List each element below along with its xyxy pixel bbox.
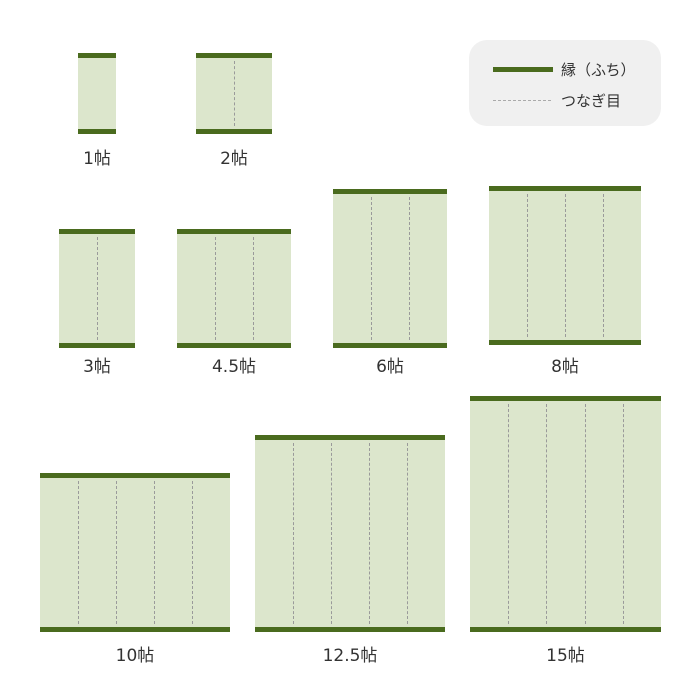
tatami-seam bbox=[409, 197, 410, 340]
tatami-edge-top bbox=[255, 435, 445, 440]
tatami-mat bbox=[255, 435, 445, 632]
tatami-seam bbox=[97, 237, 98, 340]
tatami-seam bbox=[603, 194, 604, 337]
tatami-mat bbox=[196, 53, 272, 134]
tatami-seam bbox=[78, 481, 79, 624]
mat-size-label: 6帖 bbox=[376, 357, 404, 377]
tatami-seam bbox=[253, 237, 254, 340]
tatami-seam bbox=[154, 481, 155, 624]
mat-size-label: 8帖 bbox=[551, 357, 579, 377]
tatami-edge-top bbox=[489, 186, 641, 191]
tatami-edge-top bbox=[177, 229, 291, 234]
tatami-edge-top bbox=[333, 189, 447, 194]
tatami-edge-bottom bbox=[333, 343, 447, 348]
tatami-seam bbox=[369, 443, 370, 624]
tatami-seam bbox=[116, 481, 117, 624]
tatami-seam bbox=[331, 443, 332, 624]
tatami-seam bbox=[508, 404, 510, 624]
tatami-edge-bottom bbox=[78, 129, 116, 134]
tatami-seam bbox=[565, 194, 566, 337]
tatami-seam bbox=[192, 481, 193, 624]
tatami-mat bbox=[40, 473, 230, 632]
mat-size-label: 10帖 bbox=[115, 646, 155, 666]
tatami-mat bbox=[489, 186, 641, 345]
tatami-edge-bottom bbox=[196, 129, 272, 134]
tatami-mat bbox=[59, 229, 135, 348]
tatami-seam bbox=[622, 404, 624, 624]
mat-size-label: 1帖 bbox=[83, 149, 111, 169]
tatami-seam bbox=[215, 237, 216, 340]
tatami-seam bbox=[293, 443, 294, 624]
legend-seam-label: つなぎ目 bbox=[561, 92, 622, 110]
tatami-seam bbox=[371, 197, 372, 340]
tatami-seam bbox=[527, 194, 528, 337]
tatami-seam bbox=[546, 404, 548, 624]
tatami-edge-bottom bbox=[470, 627, 661, 632]
tatami-edge-bottom bbox=[40, 627, 230, 632]
tatami-edge-top bbox=[470, 396, 661, 401]
tatami-edge-bottom bbox=[177, 343, 291, 348]
legend-edge-swatch bbox=[493, 67, 553, 72]
tatami-edge-top bbox=[40, 473, 230, 478]
mat-size-label: 2帖 bbox=[220, 149, 248, 169]
tatami-seam bbox=[584, 404, 586, 624]
tatami-seam bbox=[234, 61, 235, 126]
tatami-edge-top bbox=[78, 53, 116, 58]
legend-edge-label: 縁（ふち） bbox=[561, 61, 636, 79]
legend-seam-swatch bbox=[493, 100, 551, 101]
tatami-edge-top bbox=[196, 53, 272, 58]
tatami-edge-bottom bbox=[59, 343, 135, 348]
tatami-mat bbox=[177, 229, 291, 348]
tatami-seam bbox=[407, 443, 408, 624]
tatami-edge-bottom bbox=[489, 340, 641, 345]
tatami-mat bbox=[78, 53, 116, 134]
tatami-mat bbox=[470, 396, 661, 632]
tatami-mat bbox=[333, 189, 447, 348]
tatami-edge-bottom bbox=[255, 627, 445, 632]
mat-size-label: 12.5帖 bbox=[322, 646, 378, 666]
tatami-edge-top bbox=[59, 229, 135, 234]
mat-size-label: 4.5帖 bbox=[211, 357, 257, 377]
mat-size-label: 15帖 bbox=[546, 646, 585, 666]
mat-size-label: 3帖 bbox=[83, 357, 111, 377]
legend: 縁（ふち） つなぎ目 bbox=[469, 40, 661, 126]
